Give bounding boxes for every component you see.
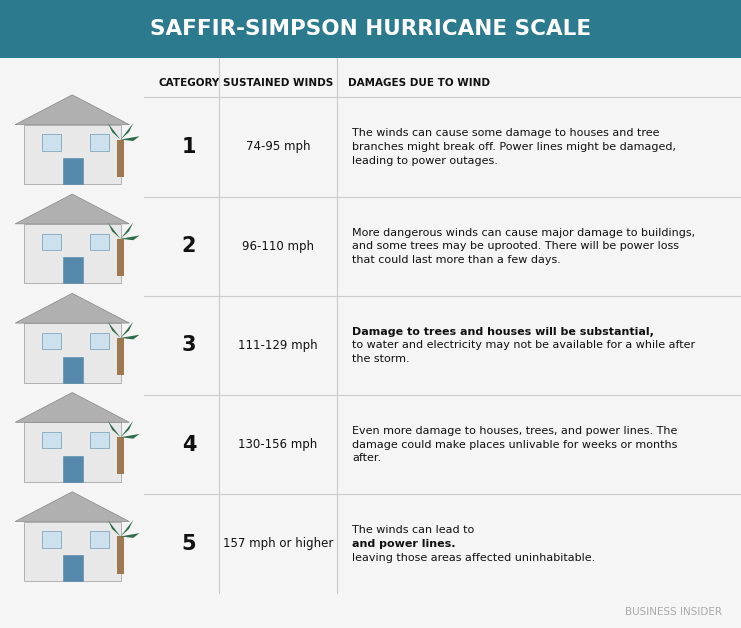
Text: The winds can lead to: The winds can lead to <box>352 525 478 535</box>
Bar <box>117 239 124 276</box>
Polygon shape <box>121 236 139 241</box>
Text: and power lines.: and power lines. <box>352 539 456 549</box>
Polygon shape <box>121 434 139 439</box>
Polygon shape <box>121 222 133 239</box>
Polygon shape <box>15 392 130 422</box>
Text: Even more damage to houses, trees, and power lines. The
damage could make places: Even more damage to houses, trees, and p… <box>352 426 677 463</box>
Polygon shape <box>15 194 130 224</box>
Bar <box>24 422 121 482</box>
Polygon shape <box>15 95 130 124</box>
Bar <box>117 437 124 474</box>
Bar <box>64 257 83 283</box>
Bar <box>90 134 109 151</box>
Bar <box>64 158 83 184</box>
Text: 4: 4 <box>182 435 196 455</box>
Bar <box>41 234 61 250</box>
Bar <box>41 531 61 548</box>
Bar <box>64 456 83 482</box>
Bar <box>41 134 61 151</box>
Text: 74-95 mph: 74-95 mph <box>245 141 310 153</box>
Bar <box>90 432 109 448</box>
Polygon shape <box>121 136 139 141</box>
Polygon shape <box>108 520 121 536</box>
Polygon shape <box>121 520 133 536</box>
Text: 111-129 mph: 111-129 mph <box>238 339 318 352</box>
Text: More dangerous winds can cause major damage to buildings,
and some trees may be : More dangerous winds can cause major dam… <box>352 227 695 265</box>
Polygon shape <box>15 293 130 323</box>
Bar <box>41 432 61 448</box>
Bar <box>41 333 61 349</box>
Bar <box>24 323 121 382</box>
Text: 3: 3 <box>182 335 196 355</box>
Bar <box>64 357 83 382</box>
Text: to water and electricity may not be available for a while after: to water and electricity may not be avai… <box>352 340 695 350</box>
Bar <box>90 531 109 548</box>
Text: 130-156 mph: 130-156 mph <box>239 438 317 451</box>
Text: SUSTAINED WINDS: SUSTAINED WINDS <box>223 78 333 88</box>
Text: the storm.: the storm. <box>352 354 410 364</box>
Text: SAFFIR-SIMPSON HURRICANE SCALE: SAFFIR-SIMPSON HURRICANE SCALE <box>150 19 591 39</box>
Polygon shape <box>15 492 130 521</box>
Bar <box>24 521 121 581</box>
Text: Damage to trees and houses will be substantial,: Damage to trees and houses will be subst… <box>352 327 654 337</box>
Text: 5: 5 <box>182 534 196 554</box>
Polygon shape <box>108 123 121 139</box>
Bar <box>64 555 83 581</box>
Text: 1: 1 <box>182 137 196 157</box>
Polygon shape <box>121 335 139 340</box>
Text: The winds can cause some damage to houses and tree
branches might break off. Pow: The winds can cause some damage to house… <box>352 128 676 166</box>
Bar <box>117 338 124 375</box>
Bar <box>117 139 124 176</box>
Bar <box>90 234 109 250</box>
Polygon shape <box>121 322 133 338</box>
Text: CATEGORY: CATEGORY <box>159 78 219 88</box>
Bar <box>90 333 109 349</box>
Text: 2: 2 <box>182 236 196 256</box>
Polygon shape <box>121 421 133 437</box>
Polygon shape <box>121 123 133 139</box>
Text: 96-110 mph: 96-110 mph <box>242 240 314 252</box>
Bar <box>24 124 121 184</box>
Text: BUSINESS INSIDER: BUSINESS INSIDER <box>625 607 722 617</box>
Text: 157 mph or higher: 157 mph or higher <box>223 538 333 550</box>
Polygon shape <box>108 222 121 239</box>
Text: leaving those areas affected uninhabitable.: leaving those areas affected uninhabitab… <box>352 553 595 563</box>
Polygon shape <box>121 533 139 538</box>
Bar <box>24 224 121 283</box>
Bar <box>0 0 741 58</box>
Polygon shape <box>108 322 121 338</box>
Polygon shape <box>108 421 121 437</box>
Text: DAMAGES DUE TO WIND: DAMAGES DUE TO WIND <box>348 78 491 88</box>
Bar <box>117 536 124 573</box>
